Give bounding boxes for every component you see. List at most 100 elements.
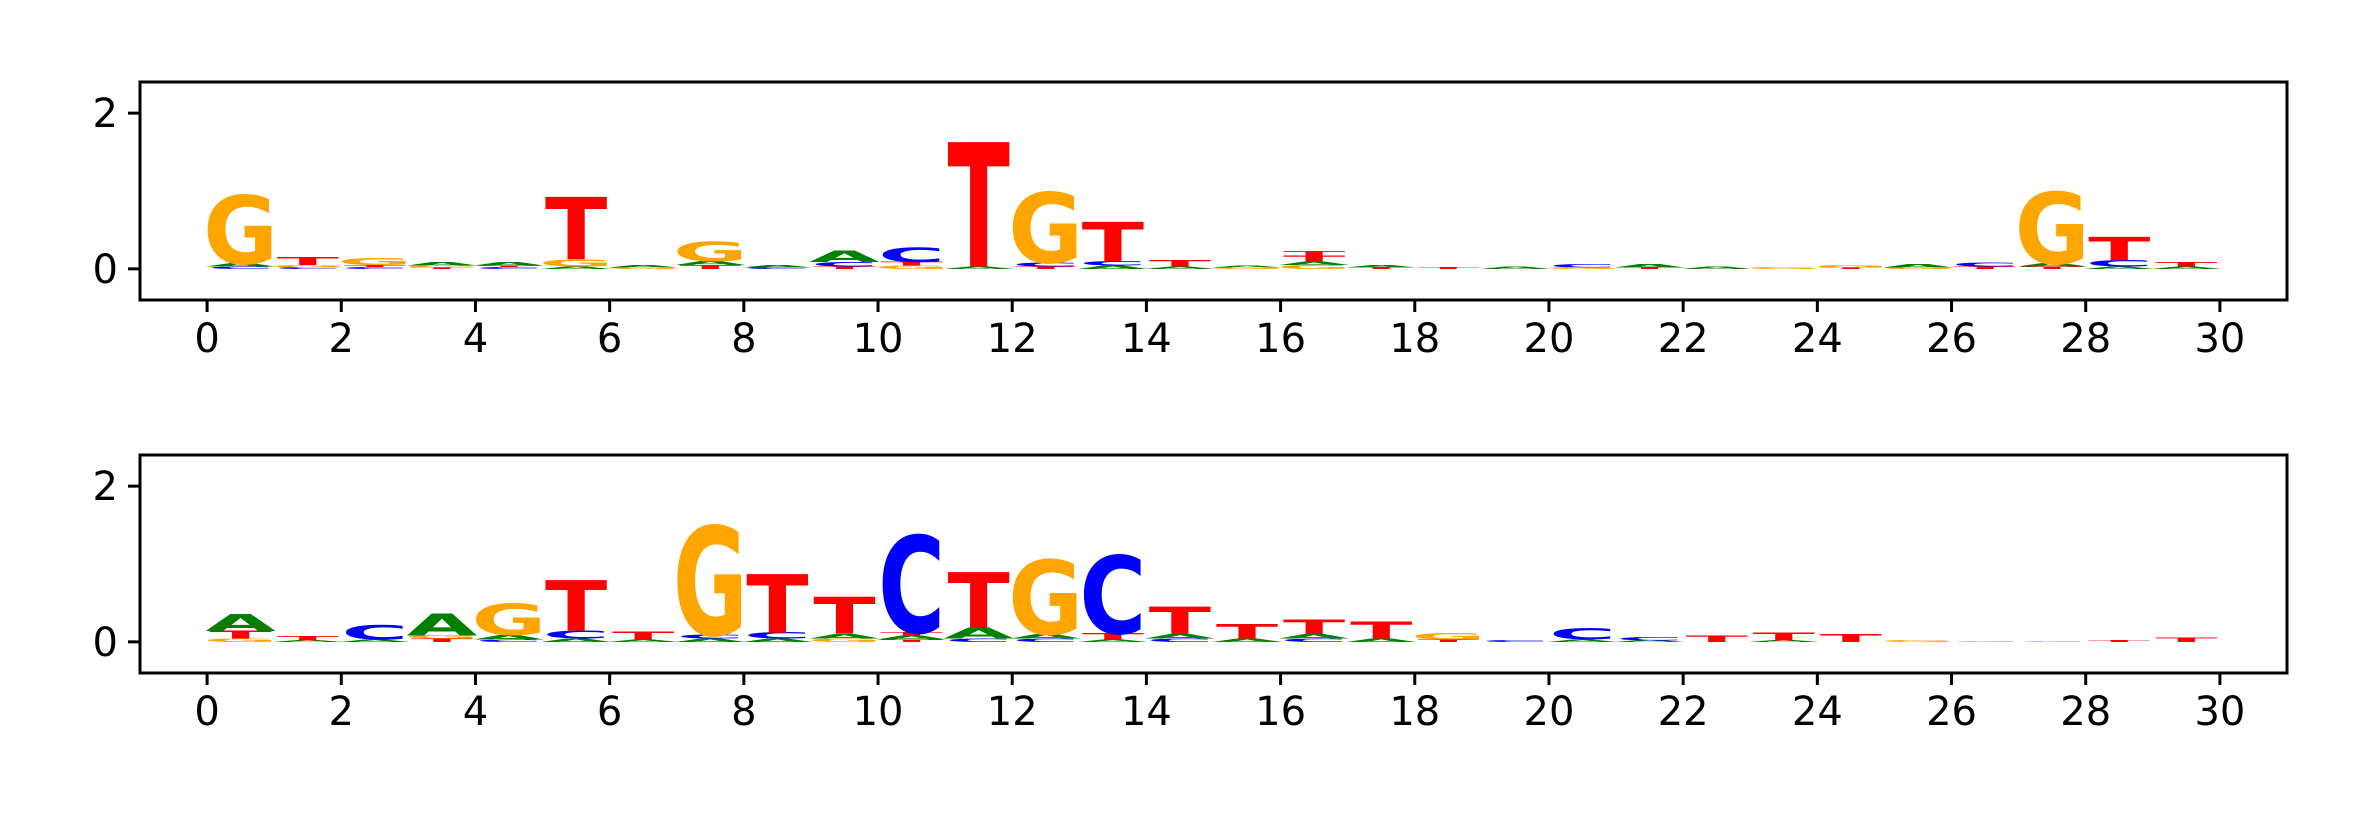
logo-letter-g: G <box>1008 540 1083 659</box>
y-tick-label: 0 <box>93 247 118 293</box>
x-tick-label: 26 <box>1926 316 1977 362</box>
logo-letter-a: A <box>407 262 478 267</box>
logo-letter-t: T <box>813 587 876 646</box>
logo-letter-a: A <box>1279 261 1350 266</box>
logo-letter-a: A <box>1480 266 1551 270</box>
logo-letter-t: T <box>880 632 942 637</box>
x-tick-label: 6 <box>597 316 622 362</box>
logo-letter-g: G <box>2015 173 2090 287</box>
logo-letter-c: C <box>1482 640 1549 642</box>
logo-letter-t: T <box>880 261 942 267</box>
logo-letter-t: T <box>612 630 674 642</box>
logo-letter-g: G <box>203 176 278 285</box>
logo-letter-c: C <box>945 638 1012 643</box>
logo-letter-t: T <box>1820 267 1882 269</box>
logo-letter-c: C <box>811 261 878 268</box>
logo-letter-c: C <box>1012 262 1079 268</box>
logo-letter-t: T <box>1149 600 1212 643</box>
logo-letter-a: A <box>943 625 1014 642</box>
logo-letter-c: C <box>1549 625 1616 644</box>
x-tick-label: 12 <box>987 316 1038 362</box>
logo-letter-c: C <box>341 267 408 269</box>
axes-frame <box>138 453 2289 675</box>
logo-letter-c: C <box>1549 263 1616 268</box>
logo-letter-t: T <box>1216 621 1278 643</box>
logo-letter-t: T <box>344 264 406 268</box>
logo-letter-g: G <box>1746 267 1821 269</box>
logo-letter-c: C <box>1079 536 1146 660</box>
logo-letter-a: A <box>675 260 746 266</box>
logo-letter-t: T <box>679 264 741 270</box>
logo-letter-a: A <box>943 266 1014 270</box>
logo-letter-t: T <box>1954 266 2016 270</box>
logo-letter-g: G <box>539 258 614 269</box>
logo-letter-c: C <box>476 267 543 269</box>
logo-letter-t: T <box>209 629 271 641</box>
logo-letter-a: A <box>1346 638 1417 643</box>
logo-letter-t: T <box>746 559 809 652</box>
logo-letter-a: A <box>2151 266 2222 270</box>
logo-letter-t: T <box>1283 250 1345 257</box>
x-tick-label: 18 <box>1389 316 1440 362</box>
logo-letter-c: C <box>1952 262 2019 268</box>
logo-letter-t: T <box>813 266 875 270</box>
logo-letter-c: C <box>2086 259 2153 269</box>
logo-letter-a: A <box>1681 266 1752 270</box>
x-tick-label: 6 <box>597 689 622 735</box>
logo-letter-a: A <box>1748 640 1819 642</box>
x-tick-label: 20 <box>1524 689 1575 735</box>
logo-letter-g: G <box>404 265 479 267</box>
logo-letter-t: T <box>1820 632 1882 644</box>
x-tick-label: 26 <box>1926 689 1977 735</box>
logo-letter-t: T <box>545 568 607 648</box>
logo-letter-t: T <box>411 638 473 643</box>
logo-letter-a: A <box>2084 266 2155 270</box>
x-tick-label: 18 <box>1389 689 1440 735</box>
logo-letter-g: G <box>673 236 748 267</box>
logo-letter-g: G <box>404 635 479 640</box>
logo-letter-c: C <box>744 267 811 269</box>
y-tick-label: 2 <box>93 91 118 137</box>
logo-letter-a: A <box>1279 633 1350 640</box>
logo-letter-g: G <box>606 267 681 269</box>
logo-letter-g: G <box>1210 267 1285 269</box>
logo-letter-c: C <box>1952 641 2019 642</box>
x-tick-label: 16 <box>1255 689 1306 735</box>
logo-letter-t: T <box>1283 254 1345 264</box>
logo-letter-a: A <box>809 633 880 640</box>
logo-letter-c: C <box>207 266 274 270</box>
x-tick-label: 10 <box>853 316 904 362</box>
logo-letter-c: C <box>1616 636 1683 641</box>
x-tick-label: 28 <box>2060 689 2111 735</box>
logo-letter-a: A <box>608 264 679 268</box>
x-tick-label: 4 <box>463 689 488 735</box>
logo-letter-g: G <box>203 638 278 643</box>
logo-letter-a: A <box>1145 266 1216 270</box>
logo-letter-g: G <box>874 265 949 270</box>
logo-letter-t: T <box>1618 267 1680 269</box>
logo-letter-a: A <box>876 635 947 641</box>
logo-letter-a: A <box>541 638 612 643</box>
logo-letter-t: T <box>2088 640 2150 642</box>
logo-letter-c: C <box>878 509 945 664</box>
logo-letter-c: C <box>1281 638 1348 643</box>
x-tick-label: 12 <box>987 689 1038 735</box>
logo-letter-t: T <box>277 255 339 267</box>
axes-frame <box>138 80 2289 302</box>
logo-letter-t: T <box>1350 267 1412 269</box>
x-tick-label: 22 <box>1658 689 1709 735</box>
logo-letter-t: T <box>1753 631 1815 643</box>
x-tick-label: 22 <box>1658 316 1709 362</box>
logo-letter-t: T <box>2155 636 2217 643</box>
logo-letter-t: T <box>277 634 339 641</box>
logo-letter-t: T <box>948 109 1010 307</box>
logo-letter-c: C <box>341 622 408 644</box>
logo-letter-a: A <box>809 247 880 266</box>
y-tick-label: 0 <box>93 620 118 666</box>
x-tick-label: 2 <box>329 689 354 735</box>
logo-letter-g: G <box>1881 640 1956 642</box>
logo-letter-t: T <box>2021 266 2083 270</box>
logo-letter-a: A <box>1346 264 1417 268</box>
logo-letter-a: A <box>541 266 612 270</box>
